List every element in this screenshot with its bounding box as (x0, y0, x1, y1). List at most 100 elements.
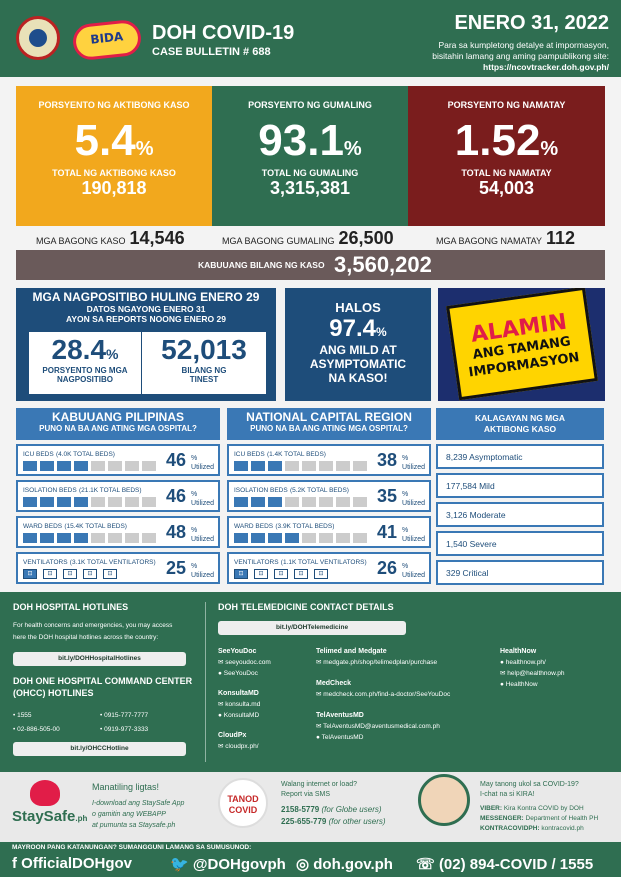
capacity-bar (268, 497, 282, 507)
capacity-bars (234, 461, 367, 471)
kalagayan-severe: 1,540 Severe (436, 531, 604, 556)
active-total: 190,818 (81, 178, 147, 198)
twitter-icon: 🐦 (170, 856, 193, 873)
telemedicine-link[interactable]: bit.ly/DOHTelemedicine (218, 621, 406, 635)
divider (205, 602, 206, 762)
utilized-label: % Utilized (191, 527, 214, 543)
ventilator-icon: ⊡ (63, 569, 77, 579)
capacity-bar (125, 533, 139, 543)
capacity-bar (285, 533, 299, 543)
ventilator-icon: ⊡ (294, 569, 308, 579)
resource-label: WARD BEDS (3.9K TOTAL BEDS) (234, 523, 335, 530)
utilized-label: % Utilized (402, 491, 425, 507)
utilized-label: % Utilized (191, 491, 214, 507)
ventilator-icon: ⊡ (274, 569, 288, 579)
tracker-link[interactable]: https://ncovtracker.doh.gov.ph/ (483, 62, 609, 72)
capacity-bars (234, 533, 367, 543)
new-cases: MGA BAGONG KASO 14,546 (36, 228, 185, 248)
footer: MAYROON PANG KATANUNGAN? SUMANGGUNI LAMA… (0, 842, 621, 877)
staysafe-logo: StaySafe.ph (12, 808, 88, 825)
staysafe-heart-icon (30, 780, 60, 806)
ph-hospital-header: KABUUANG PILIPINAS PUNO NA BA ANG ATING M… (16, 408, 220, 440)
ventilator-icon: ⊡ (83, 569, 97, 579)
phone-link[interactable]: ☏ (02) 894-COVID / 1555 (416, 856, 594, 873)
utilization-value: 46 (165, 450, 186, 470)
utilized-label: % Utilized (402, 455, 425, 471)
ventilator-icons: ⊡ ⊡ ⊡ ⊡ ⊡ (234, 569, 328, 579)
total-cases-bar: KABUUANG BILANG NG KASO 3,560,202 (16, 250, 605, 280)
resource-label: ISOLATION BEDS (5.2K TOTAL BEDS) (234, 487, 349, 494)
resource-label: VENTILATORS (1.1K TOTAL VENTILATORS) (234, 559, 367, 566)
capacity-bar (40, 533, 54, 543)
kalagayan-critical: 329 Critical (436, 560, 604, 585)
capacity-bar (234, 497, 248, 507)
contact-section: DOH HOSPITAL HOTLINES For health concern… (0, 592, 621, 772)
cloudpx-info: CloudPx ✉ cloudpx.ph/ (218, 732, 259, 750)
kalagayan-mild: 177,584 Mild (436, 473, 604, 498)
ventilator-icon: ⊡ (43, 569, 57, 579)
ph-util-row: ICU BEDS (4.0K TOTAL BEDS) 46 % Utilized (16, 444, 220, 476)
capacity-bar (125, 497, 139, 507)
capacity-bar (268, 533, 282, 543)
konsultamd-info: KonsultaMD ✉ konsulta.md ● KonsultaMD (218, 690, 261, 719)
ventilator-icons: ⊡ ⊡ ⊡ ⊡ ⊡ (23, 569, 117, 579)
capacity-bar (23, 533, 37, 543)
capacity-bar (57, 497, 71, 507)
ohcc-hotline-link[interactable]: bit.ly/OHCCHotline (13, 742, 186, 756)
capacity-bar (319, 533, 333, 543)
bulletin-date: ENERO 31, 2022 (454, 12, 609, 34)
kira-avatar (418, 774, 470, 826)
twitter-link[interactable]: 🐦 @DOHgovph (170, 856, 286, 873)
capacity-bar (91, 533, 105, 543)
kalagayan-moderate: 3,126 Moderate (436, 502, 604, 527)
telimed-info: Telimed and Medgate ✉ medgate.ph/shop/tel… (316, 648, 438, 666)
capacity-bars (23, 497, 156, 507)
ncr-hospital-header: NATIONAL CAPITAL REGION PUNO NA BA ANG AT… (227, 408, 431, 440)
tanod-covid-logo: TANOD COVID (218, 778, 268, 828)
tanod-sms-numbers: 2158-5779 (for Globe users) 225-655-779 (… (281, 805, 386, 826)
utilized-label: % Utilized (402, 563, 425, 579)
capacity-bar (234, 461, 248, 471)
capacity-bar (251, 461, 265, 471)
medcheck-info: MedCheck ✉ medcheck.com.ph/find-a-doctor/… (316, 680, 451, 698)
capacity-bar (302, 497, 316, 507)
phone-icon: ☏ (416, 856, 439, 873)
capacity-bars (234, 497, 367, 507)
facebook-link[interactable]: f OfficialDOHgov (12, 855, 133, 872)
capacity-bar (23, 461, 37, 471)
bulletin-number: CASE BULLETIN # 688 (152, 46, 271, 58)
capacity-bar (251, 533, 265, 543)
resource-label: WARD BEDS (15.4K TOTAL BEDS) (23, 523, 127, 530)
ventilator-icon: ⊡ (314, 569, 328, 579)
utilization-value: 35 (376, 486, 397, 506)
recovered-total: 3,315,381 (269, 178, 351, 198)
deaths-total: 54,003 (478, 178, 535, 198)
capacity-bar (57, 461, 71, 471)
capacity-bars (23, 461, 156, 471)
website-link[interactable]: ◎ doh.gov.ph (296, 856, 393, 873)
ph-util-row: VENTILATORS (3.1K TOTAL VENTILATORS) ⊡ ⊡ ⊡ ⊡… (16, 552, 220, 584)
capacity-bar (74, 497, 88, 507)
capacity-bar (319, 461, 333, 471)
utilization-value: 46 (165, 486, 186, 506)
capacity-bar (57, 533, 71, 543)
ncr-util-row: WARD BEDS (3.9K TOTAL BEDS) 41 % Utilized (227, 516, 431, 548)
capacity-bar (234, 533, 248, 543)
capacity-bar (108, 533, 122, 543)
ncr-util-row: ISOLATION BEDS (5.2K TOTAL BEDS) 35 % Utili… (227, 480, 431, 512)
capacity-bar (91, 497, 105, 507)
new-recoveries: MGA BAGONG GUMALING 26,500 (222, 228, 394, 248)
utilization-value: 41 (376, 522, 397, 542)
ventilator-icon: ⊡ (103, 569, 117, 579)
doh-seal-logo (16, 16, 60, 60)
kalagayan-asymptomatic: 8,239 Asymptomatic (436, 444, 604, 469)
capacity-bar (336, 461, 350, 471)
capacity-bar (285, 461, 299, 471)
resource-label: ICU BEDS (1.4K TOTAL BEDS) (234, 451, 326, 458)
resource-label: ICU BEDS (4.0K TOTAL BEDS) (23, 451, 115, 458)
kalagayan-header: KALAGAYAN NG MGA AKTIBONG KASO (436, 408, 604, 440)
ph-util-row: WARD BEDS (15.4K TOTAL BEDS) 48 % Utilized (16, 516, 220, 548)
utilized-label: % Utilized (402, 527, 425, 543)
capacity-bar (74, 533, 88, 543)
hospital-hotlines-link[interactable]: bit.ly/DOHHospitalHotlines (13, 652, 186, 666)
